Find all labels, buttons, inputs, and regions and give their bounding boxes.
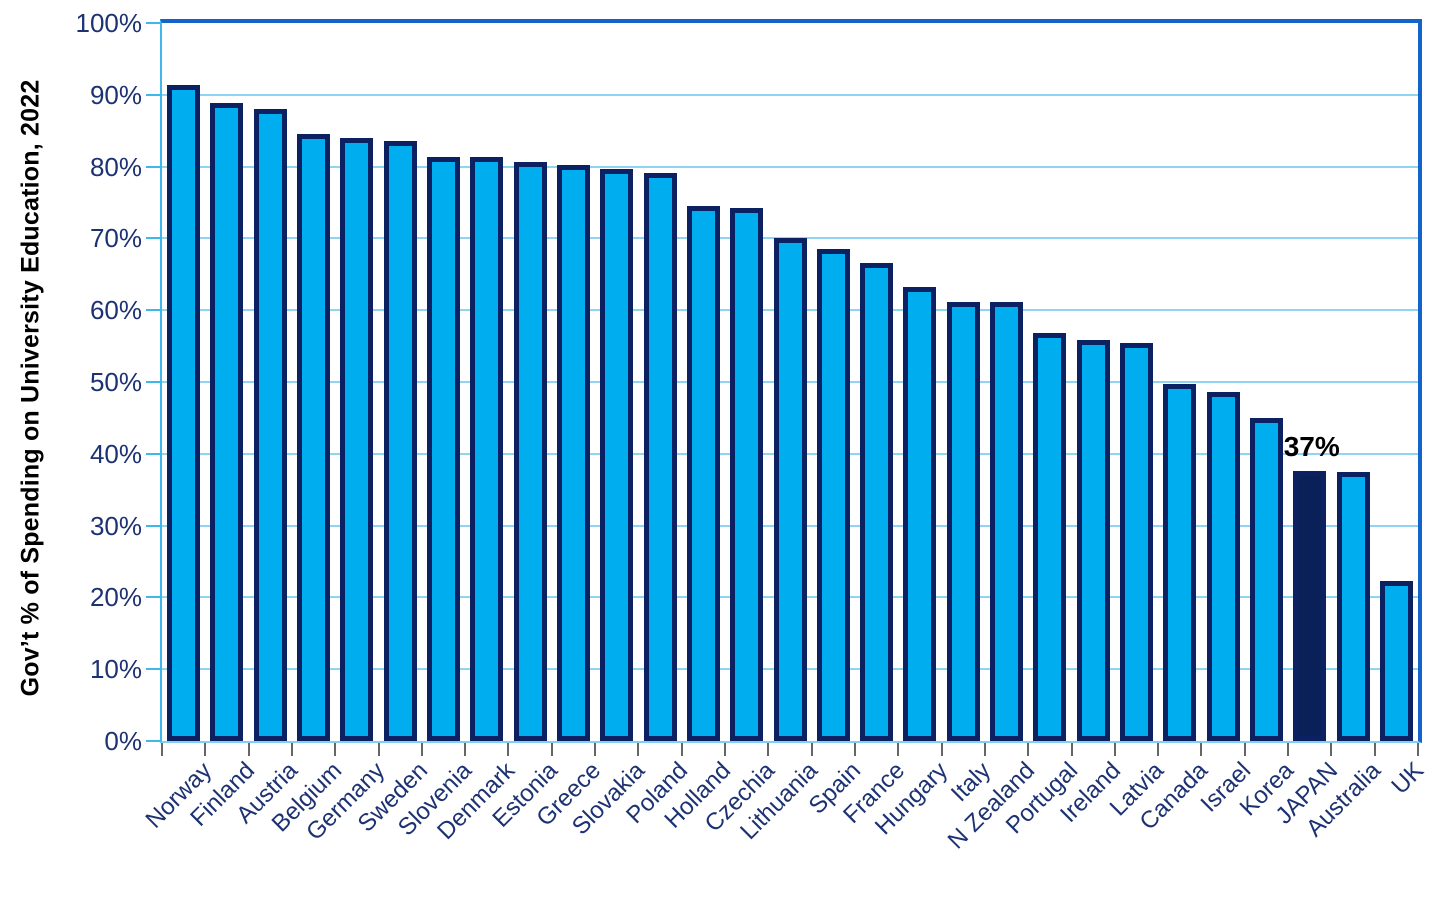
bar-portugal <box>1033 333 1067 741</box>
bar-israel <box>1206 392 1240 741</box>
bar-australia <box>1336 472 1370 741</box>
x-tick-mark <box>637 743 640 756</box>
x-tick-mark <box>247 743 250 756</box>
bar-latvia <box>1119 343 1153 741</box>
bar-czechia <box>730 208 764 741</box>
x-tick-mark <box>1070 743 1073 756</box>
y-tick-label: 80% <box>89 151 142 182</box>
bar-denmark <box>470 157 504 741</box>
x-tick-mark <box>810 743 813 756</box>
bar-estonia <box>513 162 547 741</box>
gridline <box>162 165 1418 168</box>
y-tick-mark <box>146 381 160 383</box>
y-tick-label: 0% <box>104 726 142 756</box>
bar-slovenia <box>427 156 461 741</box>
x-tick-mark <box>1330 743 1333 756</box>
x-tick-mark <box>1157 743 1160 756</box>
plot-area: 37% <box>160 19 1422 743</box>
x-tick-mark <box>680 743 683 756</box>
x-tick-mark <box>594 743 597 756</box>
y-tick-mark <box>146 596 160 599</box>
japan-value-label: 37% <box>1283 431 1340 463</box>
x-tick-mark <box>1417 743 1419 756</box>
y-tick-label: 90% <box>89 79 142 110</box>
x-tick-mark <box>377 743 380 756</box>
bar-holland <box>686 206 720 741</box>
x-tick-mark <box>940 743 943 756</box>
bar-greece <box>556 165 590 741</box>
x-tick-mark <box>724 743 727 756</box>
y-tick-mark <box>146 452 160 455</box>
y-tick-mark <box>146 524 160 527</box>
y-tick-label: 10% <box>89 654 142 685</box>
y-tick-mark <box>146 165 160 168</box>
x-tick-mark <box>1287 743 1290 756</box>
bar-n-zealand <box>990 302 1024 741</box>
x-tick-mark <box>767 743 770 756</box>
y-tick-label: 20% <box>89 582 142 613</box>
y-tick-label: 60% <box>89 295 142 326</box>
bar-japan <box>1293 471 1327 741</box>
bar-canada <box>1163 384 1197 741</box>
x-tick-mark <box>464 743 467 756</box>
y-tick-label: 70% <box>89 223 142 254</box>
bar-poland <box>643 173 677 741</box>
y-tick-mark <box>146 237 160 240</box>
y-tick-label: 100% <box>75 8 143 38</box>
x-tick-mark <box>897 743 900 756</box>
x-tick-mark <box>550 743 553 756</box>
y-tick-mark <box>146 309 160 312</box>
y-tick-mark <box>146 93 160 96</box>
x-tick-mark <box>1243 743 1246 756</box>
bar-spain <box>816 249 850 741</box>
bar-finland <box>210 102 244 741</box>
bar-korea <box>1249 417 1283 741</box>
bar-ireland <box>1076 340 1110 741</box>
bar-lithuania <box>773 238 807 741</box>
bar-italy <box>946 301 980 741</box>
x-tick-mark <box>507 743 510 756</box>
y-tick-label: 50% <box>89 367 142 397</box>
bar-france <box>860 262 894 741</box>
bar-hungary <box>903 287 937 741</box>
x-tick-mark <box>853 743 856 756</box>
bar-sweden <box>383 141 417 741</box>
x-tick-mark <box>161 743 163 756</box>
bar-slovakia <box>600 169 634 741</box>
x-tick-mark <box>290 743 293 756</box>
y-tick-mark <box>146 668 160 671</box>
bar-norway <box>167 85 201 741</box>
y-tick-mark <box>146 22 160 24</box>
x-tick-mark <box>1200 743 1203 756</box>
gridline <box>162 93 1418 96</box>
y-tick-mark <box>146 740 160 742</box>
bar-germany <box>340 137 374 741</box>
x-tick-mark <box>1373 743 1376 756</box>
x-tick-mark <box>1113 743 1116 756</box>
x-tick-mark <box>334 743 337 756</box>
y-tick-label: 40% <box>89 438 142 469</box>
category-label-uk: UK <box>1386 757 1430 800</box>
bar-belgium <box>297 134 331 741</box>
x-tick-mark <box>983 743 986 756</box>
x-tick-mark <box>420 743 423 756</box>
x-tick-mark <box>1027 743 1030 756</box>
bar-austria <box>253 109 287 741</box>
bar-uk <box>1379 580 1413 741</box>
x-tick-mark <box>204 743 207 756</box>
gridline <box>162 237 1418 240</box>
y-tick-label: 30% <box>89 510 142 541</box>
